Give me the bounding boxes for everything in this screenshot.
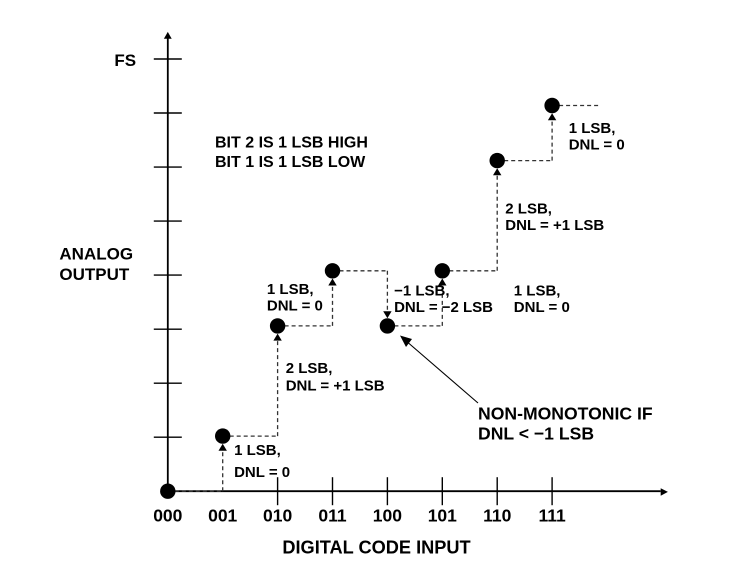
svg-text:DNL = +1 LSB: DNL = +1 LSB — [286, 378, 385, 395]
svg-text:−1 LSB,: −1 LSB, — [394, 283, 449, 300]
svg-text:010: 010 — [263, 505, 292, 525]
svg-text:DNL < −1 LSB: DNL < −1 LSB — [478, 423, 594, 443]
svg-text:FS: FS — [114, 51, 136, 70]
svg-text:DIGITAL CODE INPUT: DIGITAL CODE INPUT — [282, 538, 470, 558]
svg-text:101: 101 — [428, 505, 457, 525]
svg-text:1 LSB,: 1 LSB, — [569, 120, 616, 137]
svg-text:100: 100 — [373, 505, 402, 525]
svg-text:011: 011 — [318, 505, 346, 525]
svg-text:OUTPUT: OUTPUT — [59, 265, 129, 284]
svg-text:BIT 1 IS 1 LSB LOW: BIT 1 IS 1 LSB LOW — [215, 154, 366, 171]
svg-text:DNL = +1 LSB: DNL = +1 LSB — [505, 217, 604, 234]
svg-text:2 LSB,: 2 LSB, — [286, 360, 333, 377]
svg-text:DNL = −2 LSB: DNL = −2 LSB — [394, 299, 493, 316]
svg-text:1 LSB,: 1 LSB, — [514, 283, 561, 300]
svg-text:DNL = 0: DNL = 0 — [234, 464, 290, 481]
svg-text:DNL = 0: DNL = 0 — [569, 137, 625, 154]
svg-text:000: 000 — [153, 505, 182, 525]
svg-text:ANALOG: ANALOG — [59, 245, 133, 264]
svg-text:1 LSB,: 1 LSB, — [267, 281, 314, 298]
svg-text:2 LSB,: 2 LSB, — [505, 200, 552, 217]
svg-text:1 LSB,: 1 LSB, — [234, 442, 281, 459]
svg-text:001: 001 — [208, 505, 237, 525]
svg-text:BIT 2 IS 1 LSB HIGH: BIT 2 IS 1 LSB HIGH — [215, 134, 368, 151]
svg-text:110: 110 — [483, 505, 511, 525]
svg-text:DNL = 0: DNL = 0 — [267, 297, 323, 314]
svg-text:DNL = 0: DNL = 0 — [514, 299, 570, 316]
svg-text:NON-MONOTONIC IF: NON-MONOTONIC IF — [478, 404, 653, 424]
svg-text:111: 111 — [538, 505, 566, 525]
